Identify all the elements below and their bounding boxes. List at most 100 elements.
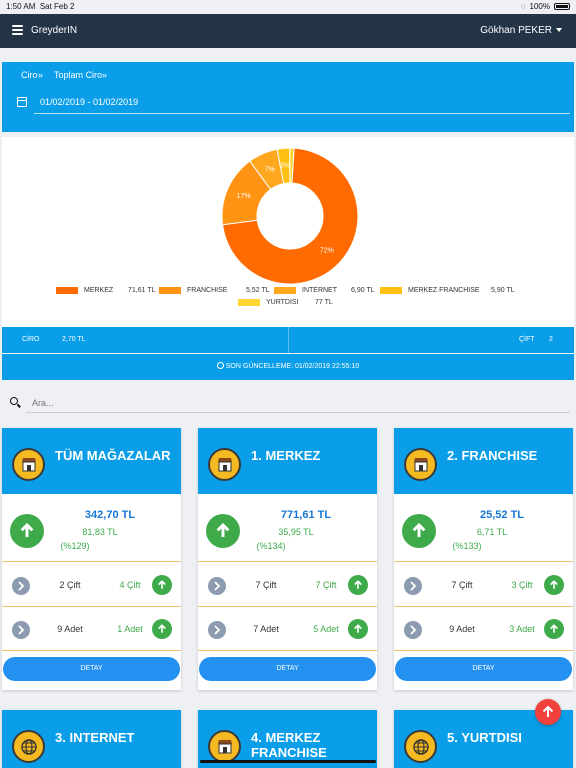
trend-up-icon — [10, 514, 44, 548]
chevron-right-icon[interactable] — [12, 621, 30, 639]
slice-percent-label: 7% — [265, 167, 275, 174]
clock-icon — [216, 362, 224, 369]
status-date: Sat Feb 2 — [39, 2, 75, 11]
chart-card: 72% 17% 7% 3% MERKEZ 71,61 TL FRANCHISE 5,52 T… — [2, 137, 574, 327]
app-title: GreyderIN — [31, 25, 78, 36]
status-bar: 1:50 AM Sat Feb 2 ◌ 100% — [0, 0, 576, 14]
donut-hole — [257, 183, 323, 249]
ciro-value: 2,70 TL — [62, 336, 86, 343]
store-revenue: 771,61 TL — [280, 509, 332, 521]
wifi-icon: ◌ — [520, 2, 526, 11]
store-title: 5. YURTDISI — [447, 730, 522, 745]
store-units-row: 9 Adet 1 Adet — [2, 607, 181, 651]
trend-up-icon — [544, 619, 564, 639]
legend-value: 77 TL — [315, 299, 333, 306]
trend-up-icon — [402, 514, 436, 548]
store-icon — [12, 448, 45, 481]
store-revenue-percent: (%133) — [452, 541, 482, 551]
units-label: 9 Adet — [449, 624, 475, 634]
store-revenue-row: 25,52 TL 6,71 TL (%133) — [394, 494, 573, 562]
top-navbar: GreyderIN Gökhan PEKER — [0, 14, 576, 48]
legend-value: 6,90 TL — [351, 287, 375, 294]
pairs-value: 4 Çift — [119, 580, 141, 590]
chevron-right-icon[interactable] — [208, 577, 226, 595]
legend-item[interactable]: MERKEZ — [56, 287, 113, 294]
store-revenue-row: 771,61 TL 35,95 TL (%134) — [198, 494, 377, 562]
legend-label: MERKEZ — [84, 287, 114, 294]
store-title: TÜM MAĞAZALAR — [55, 448, 171, 463]
store-icon — [208, 730, 241, 763]
legend-value: 5,90 TL — [491, 287, 515, 294]
legend-label: FRANCHISE — [187, 287, 228, 294]
pairs-value: 3 Çift — [511, 580, 533, 590]
legend-item[interactable]: FRANCHISE — [159, 287, 227, 294]
legend-value: 5,52 TL — [246, 287, 270, 294]
store-units-row: 9 Adet 3 Adet — [394, 607, 573, 651]
store-card-header: 1. MERKEZ — [198, 428, 377, 494]
chevron-right-icon[interactable] — [12, 577, 30, 595]
status-time-date: 1:50 AM Sat Feb 2 — [6, 2, 75, 11]
legend-item[interactable]: INTERNET — [274, 287, 337, 294]
legend-item[interactable]: MERKEZ FRANCHISE — [380, 287, 480, 294]
store-card-3-internet: 3. INTERNET — [2, 710, 181, 768]
store-pairs-row: 7 Çift 7 Çift — [198, 563, 377, 607]
store-revenue-row: 342,70 TL 81,83 TL (%129) — [2, 494, 181, 562]
caret-down-icon — [556, 28, 562, 32]
globe-icon — [404, 730, 437, 763]
last-update-bar: SON GÜNCELLEME: 01/02/2019 22:55:10 — [2, 354, 574, 380]
pairs-label: 7 Çift — [451, 580, 473, 590]
filter-panel: Ciro » Toplam Ciro » — [2, 62, 574, 132]
units-value: 1 Adet — [117, 624, 143, 634]
detail-button[interactable]: DETAY — [199, 657, 376, 681]
date-range-value: 01/02/2019 - 01/02/2019 — [40, 97, 139, 107]
status-time: 1:50 AM — [6, 2, 36, 11]
legend-swatch — [159, 287, 181, 294]
slice-percent-label: 3% — [280, 163, 290, 170]
trend-up-icon — [152, 575, 172, 595]
trend-up-icon — [152, 619, 172, 639]
store-title: 3. INTERNET — [55, 730, 135, 745]
units-value: 3 Adet — [509, 624, 535, 634]
search-input[interactable] — [26, 393, 570, 413]
slice-percent-label: 17% — [237, 193, 251, 200]
store-icon — [404, 448, 437, 481]
store-card-4-merkez-franchise: 4. MERKEZ FRANCHISE — [198, 710, 377, 768]
detail-button[interactable]: DETAY — [395, 657, 572, 681]
store-title: 1. MERKEZ — [251, 448, 321, 463]
store-card-tüm-mağazalar: TÜM MAĞAZALAR 342,70 TL 81,83 TL (%129) … — [2, 428, 181, 690]
chevron-right-icon[interactable] — [208, 621, 226, 639]
units-label: 9 Adet — [57, 624, 83, 634]
arrow-up-icon — [542, 706, 554, 717]
pairs-label: 2 Çift — [59, 580, 81, 590]
menu-icon[interactable] — [12, 25, 23, 35]
chevron-right-icon: » — [102, 70, 108, 80]
store-pairs-row: 2 Çift 4 Çift — [2, 563, 181, 607]
store-revenue-percent: (%134) — [256, 541, 286, 551]
status-right: ◌ 100% — [521, 2, 570, 11]
store-card-1-merkez: 1. MERKEZ 771,61 TL 35,95 TL (%134) 7 Çi… — [198, 428, 377, 690]
chevron-right-icon: » — [38, 70, 44, 80]
search-row — [0, 393, 576, 413]
breadcrumb-toplam-ciro[interactable]: Toplam Ciro — [54, 70, 103, 80]
chevron-right-icon[interactable] — [404, 621, 422, 639]
legend-item[interactable]: YURTDISI — [238, 299, 299, 306]
store-title: 2. FRANCHISE — [447, 448, 538, 463]
legend-label: YURTDISI — [266, 299, 299, 306]
store-card-header: 4. MERKEZ FRANCHISE — [198, 710, 377, 768]
legend-swatch — [238, 299, 260, 306]
date-range-input[interactable]: 01/02/2019 - 01/02/2019 — [34, 95, 570, 114]
legend-value: 71,61 TL — [128, 287, 156, 294]
breadcrumb-ciro[interactable]: Ciro — [21, 70, 38, 80]
pairs-value: 7 Çift — [315, 580, 337, 590]
store-card-header: 3. INTERNET — [2, 710, 181, 768]
detail-button[interactable]: DETAY — [3, 657, 180, 681]
store-revenue-percent: (%129) — [60, 541, 90, 551]
scroll-top-button[interactable] — [535, 699, 561, 725]
store-card-header: 2. FRANCHISE — [394, 428, 573, 494]
legend-swatch — [380, 287, 402, 294]
chevron-right-icon[interactable] — [404, 577, 422, 595]
trend-up-icon — [544, 575, 564, 595]
store-revenue: 342,70 TL — [84, 509, 136, 521]
user-menu[interactable]: Gökhan PEKER — [480, 25, 562, 36]
